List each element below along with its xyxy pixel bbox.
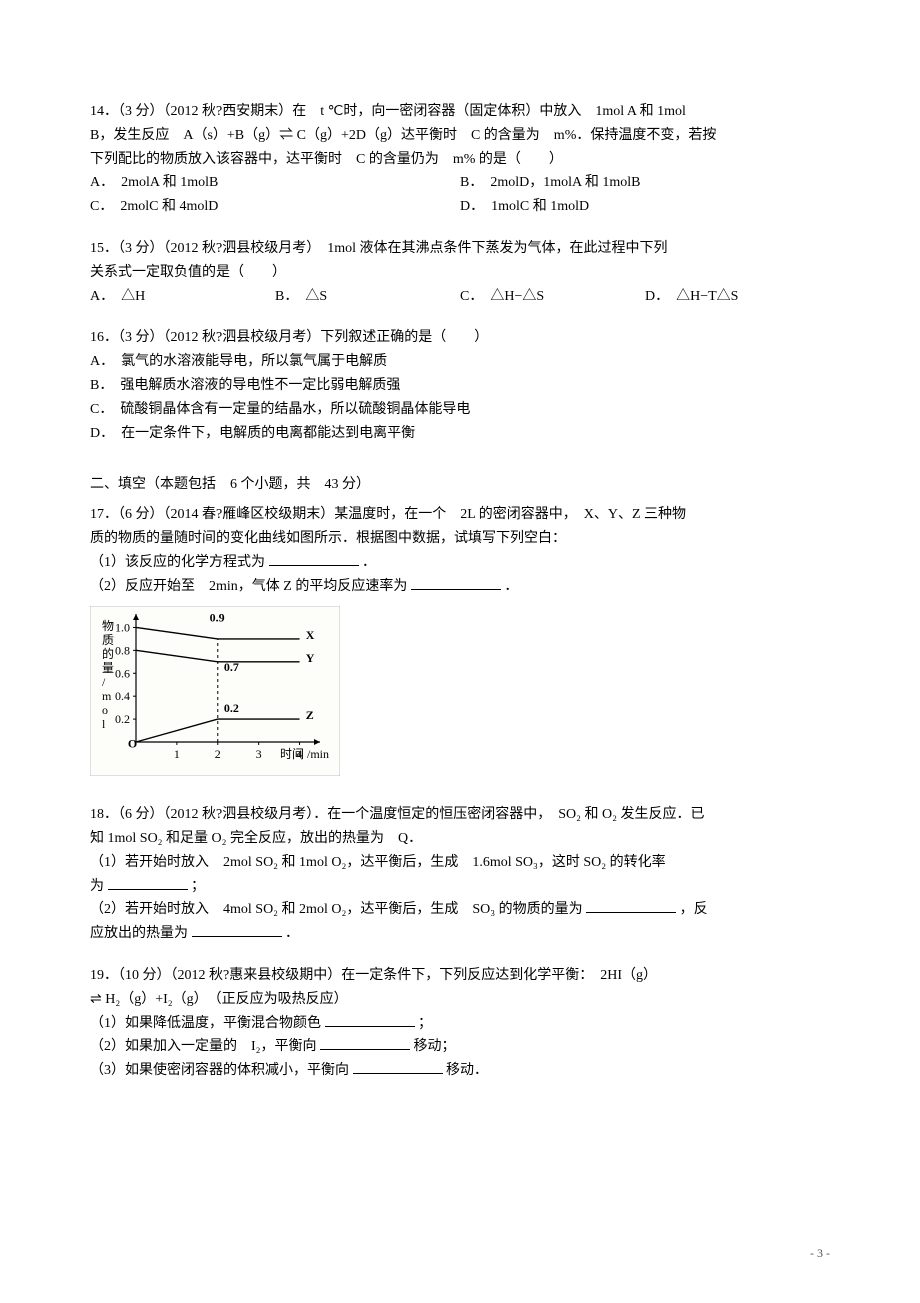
question-18: 18．（6 分）（2012 秋?泗县校级月考）．在一个温度恒定的恒压密闭容器中，… [90, 803, 830, 946]
section-2-title: 二、填空（本题包括 6 个小题，共 43 分） [90, 473, 830, 497]
svg-text:0.2: 0.2 [224, 702, 239, 716]
question-19: 19．（10 分）（2012 秋?惠来县校级期中）在一定条件下，下列反应达到化学… [90, 964, 830, 1083]
q19-p2-text: （2）如果加入一定量的 I₂，平衡向 [90, 1039, 317, 1054]
question-16: 16．（3 分）（2012 秋?泗县校级月考）下列叙述正确的是（ ） A． 氯气… [90, 326, 830, 445]
question-17: 17．（6 分）（2014 春?雁峰区校级期末）某温度时，在一个 2L 的密闭容… [90, 503, 830, 785]
q17-p1-tail: ． [362, 555, 376, 570]
q16-stem: 16．（3 分）（2012 秋?泗县校级月考）下列叙述正确的是（ ） [90, 326, 830, 350]
svg-text:o: o [102, 703, 108, 717]
q16-option-d: D． 在一定条件下，电解质的电离都能达到电离平衡 [90, 422, 830, 446]
q15-stem-line2: 关系式一定取负值的是（ ） [90, 261, 830, 285]
q18-p2-blank-2 [192, 922, 282, 937]
q17-graph: 0.20.40.60.81.012340.90.70.2XYZO物质的量/mol… [90, 606, 830, 785]
q14-stem-line3: 下列配比的物质放入该容器中，达平衡时 C 的含量仍为 m% 的是（ ） [90, 148, 830, 172]
svg-text:物: 物 [102, 619, 114, 633]
q18-stem-line2: 知 1mol SO₂ 和足量 O₂ 完全反应，放出的热量为 Q． [90, 827, 830, 851]
svg-text:0.9: 0.9 [210, 611, 225, 625]
svg-text:1.0: 1.0 [115, 621, 130, 635]
q17-stem-line1: 17．（6 分）（2014 春?雁峰区校级期末）某温度时，在一个 2L 的密闭容… [90, 503, 830, 527]
q18-p1-tail: ； [191, 879, 205, 894]
page-number: - 3 - [810, 1243, 830, 1263]
svg-text:0.6: 0.6 [115, 667, 130, 681]
q19-stem-line2: ⇌ H₂（g）+I₂（g） （正反应为吸热反应） [90, 988, 830, 1012]
q15-option-b: B． △S [275, 285, 460, 309]
q19-p3-tail: 移动． [446, 1063, 488, 1078]
q14-option-c: C． 2molC 和 4molD [90, 195, 460, 219]
q17-p1-blank [269, 551, 359, 566]
svg-text:2: 2 [215, 747, 221, 761]
q19-p1-text: （1）如果降低温度，平衡混合物颜色 [90, 1016, 321, 1031]
q18-p1-line1: （1）若开始时放入 2mol SO₂ 和 1mol O₂，达平衡后，生成 1.6… [90, 851, 830, 875]
q16-option-b: B． 强电解质水溶液的导电性不一定比弱电解质强 [90, 374, 830, 398]
svg-text:0.2: 0.2 [115, 712, 130, 726]
q19-p1-tail: ； [418, 1016, 432, 1031]
question-15: 15．（3 分）（2012 秋?泗县校级月考） 1mol 液体在其沸点条件下蒸发… [90, 237, 830, 308]
svg-text:量: 量 [102, 661, 114, 675]
q15-option-a: A． △H [90, 285, 275, 309]
svg-text:1: 1 [174, 747, 180, 761]
q18-p1-blank [108, 875, 188, 890]
q17-p2-text: （2）反应开始至 2min，气体 Z 的平均反应速率为 [90, 579, 407, 594]
svg-text:0.7: 0.7 [224, 660, 239, 674]
q14-option-b: B． 2molD，1molA 和 1molB [460, 171, 830, 195]
q17-p2-blank [411, 575, 501, 590]
q19-p2-blank [320, 1035, 410, 1050]
q14-stem-line1: 14．（3 分）（2012 秋?西安期末）在 t ℃时，向一密闭容器（固定体积）… [90, 100, 830, 124]
q19-stem-line1: 19．（10 分）（2012 秋?惠来县校级期中）在一定条件下，下列反应达到化学… [90, 964, 830, 988]
svg-text:X: X [306, 628, 315, 642]
svg-text:3: 3 [256, 747, 262, 761]
question-14: 14．（3 分）（2012 秋?西安期末）在 t ℃时，向一密闭容器（固定体积）… [90, 100, 830, 219]
q19-p3-text: （3）如果使密闭容器的体积减小，平衡向 [90, 1063, 349, 1078]
q18-p2-blank-1 [586, 898, 676, 913]
q17-p2-tail: ． [504, 579, 518, 594]
q18-stem-line1: 18．（6 分）（2012 秋?泗县校级月考）．在一个温度恒定的恒压密闭容器中，… [90, 803, 830, 827]
svg-text:时间 /min: 时间 /min [280, 747, 329, 761]
q16-option-c: C． 硫酸铜晶体含有一定量的结晶水，所以硫酸铜晶体能导电 [90, 398, 830, 422]
svg-text:的: 的 [102, 646, 114, 661]
q18-p2-text-b: ，反 [680, 902, 708, 917]
q15-option-d: D． △H−T△S [645, 285, 830, 309]
q17-stem-line2: 质的物质的量随时间的变化曲线如图所示．根据图中数据，试填写下列空白： [90, 527, 830, 551]
svg-text:0.8: 0.8 [115, 644, 130, 658]
q15-stem-line1: 15．（3 分）（2012 秋?泗县校级月考） 1mol 液体在其沸点条件下蒸发… [90, 237, 830, 261]
q14-option-d: D． 1molC 和 1molD [460, 195, 830, 219]
svg-text:质: 质 [102, 633, 114, 647]
q14-option-a: A． 2molA 和 1molB [90, 171, 460, 195]
q15-option-c: C． △H−△S [460, 285, 645, 309]
q14-stem-line2: B，发生反应 A（s）+B（g）⇌ C（g）+2D（g）达平衡时 C 的含量为 … [90, 124, 830, 148]
svg-text:O: O [128, 737, 137, 751]
q18-p2-text-c: 应放出的热量为 [90, 926, 188, 941]
svg-text:Y: Y [306, 651, 315, 665]
q18-p1-text: 为 [90, 879, 104, 894]
svg-text:0.4: 0.4 [115, 690, 130, 704]
q17-p1-text: （1）该反应的化学方程式为 [90, 555, 265, 570]
svg-text:m: m [102, 689, 112, 703]
q19-p3-blank [353, 1059, 443, 1074]
q19-p1-blank [325, 1012, 415, 1027]
q16-option-a: A． 氯气的水溶液能导电，所以氯气属于电解质 [90, 350, 830, 374]
q18-p2-text-d: ． [285, 926, 299, 941]
q18-p2-text-a: （2）若开始时放入 4mol SO₂ 和 2mol O₂，达平衡后，生成 SO₃… [90, 902, 583, 917]
svg-text:Z: Z [306, 708, 314, 722]
q19-p2-tail: 移动； [414, 1039, 456, 1054]
